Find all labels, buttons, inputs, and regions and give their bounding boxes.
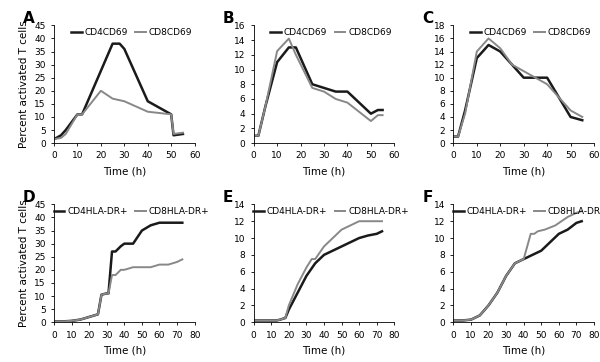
Legend: CD4HLA-DR+, CD8HLA-DR+: CD4HLA-DR+, CD8HLA-DR+ — [452, 207, 600, 217]
Y-axis label: Percent activated T cells: Percent activated T cells — [19, 20, 29, 148]
Legend: CD4HLA-DR+, CD8HLA-DR+: CD4HLA-DR+, CD8HLA-DR+ — [53, 207, 210, 217]
X-axis label: Time (h): Time (h) — [502, 166, 545, 176]
Text: C: C — [422, 11, 434, 26]
Legend: CD4CD69, CD8CD69: CD4CD69, CD8CD69 — [269, 28, 392, 38]
Legend: CD4CD69, CD8CD69: CD4CD69, CD8CD69 — [70, 28, 193, 38]
Text: D: D — [23, 190, 35, 205]
Legend: CD4HLA-DR+, CD8HLA-DR+: CD4HLA-DR+, CD8HLA-DR+ — [253, 207, 410, 217]
X-axis label: Time (h): Time (h) — [302, 345, 346, 355]
Text: B: B — [223, 11, 235, 26]
Legend: CD4CD69, CD8CD69: CD4CD69, CD8CD69 — [469, 28, 592, 38]
Text: E: E — [223, 190, 233, 205]
Y-axis label: Percent activated T cells: Percent activated T cells — [19, 199, 29, 327]
Text: F: F — [422, 190, 433, 205]
X-axis label: Time (h): Time (h) — [302, 166, 346, 176]
X-axis label: Time (h): Time (h) — [103, 345, 146, 355]
X-axis label: Time (h): Time (h) — [502, 345, 545, 355]
Text: A: A — [23, 11, 35, 26]
X-axis label: Time (h): Time (h) — [103, 166, 146, 176]
